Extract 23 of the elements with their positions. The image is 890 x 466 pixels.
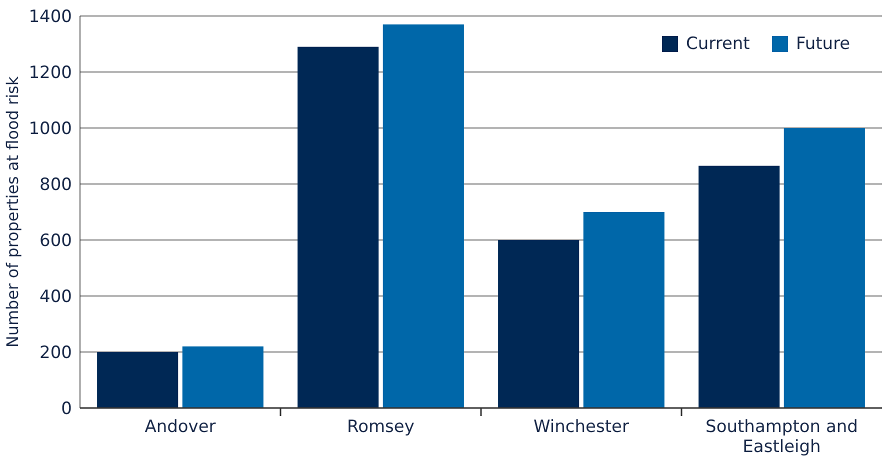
bar [498, 240, 580, 408]
x-tick-label: Southampton and Eastleigh [706, 417, 858, 457]
y-tick-label: 800 [40, 174, 72, 195]
x-tick-label: Romsey [347, 417, 414, 437]
bar [583, 212, 664, 408]
bar [298, 46, 379, 408]
y-tick-label: 1200 [28, 62, 72, 83]
legend-label: Current [686, 34, 750, 54]
bar [382, 24, 464, 408]
y-tick-label: 0 [61, 398, 72, 419]
x-tick-label: Winchester [534, 417, 629, 437]
bar [97, 352, 178, 408]
bar [182, 346, 264, 408]
bar [698, 166, 780, 408]
y-axis-title: Number of properties at flood risk [3, 76, 22, 348]
y-tick-label: 1000 [28, 118, 72, 139]
bar [784, 128, 865, 408]
x-tick-label: Andover [144, 417, 216, 437]
y-tick-label: 200 [40, 342, 72, 363]
y-tick-label: 600 [40, 230, 72, 251]
y-tick-label: 1400 [28, 6, 72, 27]
legend-label: Future [796, 34, 850, 54]
y-tick-label: 400 [40, 286, 72, 307]
